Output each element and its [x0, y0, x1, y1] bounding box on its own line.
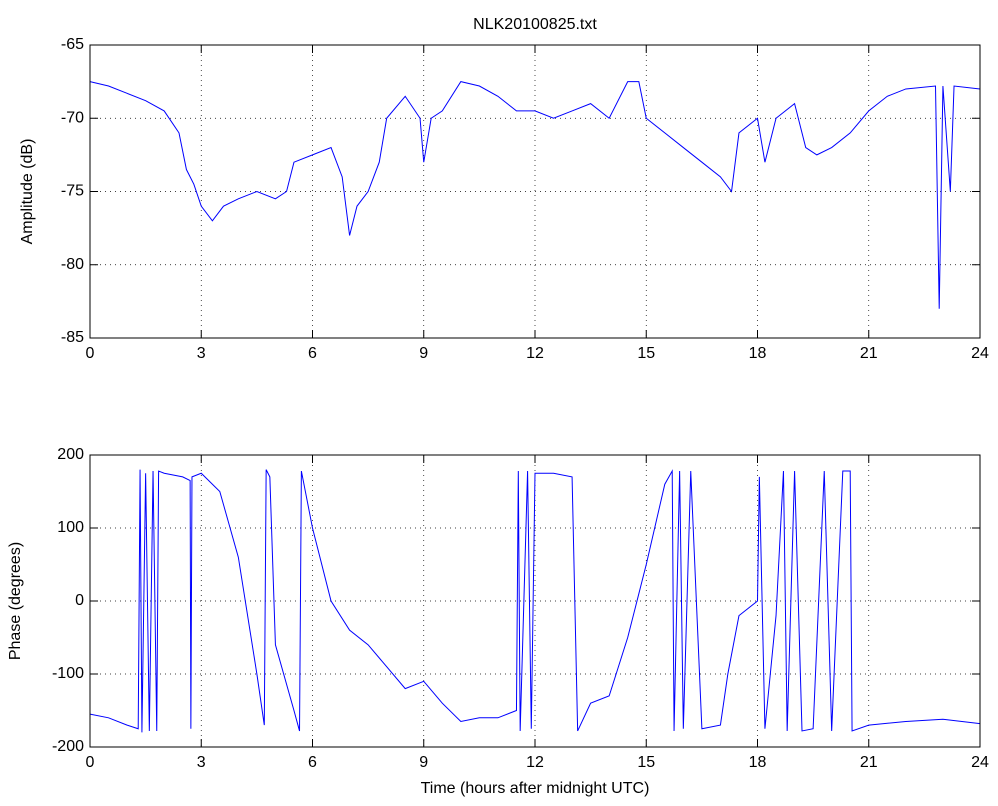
y-tick-label: 100	[57, 519, 84, 536]
data-line	[89, 81, 981, 309]
x-tick-label: 21	[860, 345, 878, 362]
y-tick-label: -80	[61, 256, 84, 273]
data-line	[89, 469, 981, 733]
x-tick-label: 15	[637, 345, 655, 362]
x-tick-label: 9	[419, 754, 428, 771]
x-axis-label: Time (hours after midnight UTC)	[421, 780, 650, 797]
x-tick-label: 18	[749, 345, 767, 362]
chart-title: NLK20100825.txt	[473, 16, 597, 33]
axes-frame	[89, 44, 981, 339]
y-axis-label: Amplitude (dB)	[19, 139, 36, 245]
y-tick-label: -100	[52, 665, 84, 682]
x-tick-label: 6	[308, 345, 317, 362]
y-tick-label: -65	[61, 36, 84, 53]
y-tick-label: -85	[61, 329, 84, 346]
x-tick-label: 12	[526, 345, 544, 362]
y-tick-label: 200	[57, 446, 84, 463]
x-tick-label: 0	[86, 754, 95, 771]
x-tick-label: 24	[971, 754, 989, 771]
y-tick-label: -75	[61, 183, 84, 200]
x-tick-label: 9	[419, 345, 428, 362]
y-tick-label: -200	[52, 738, 84, 755]
y-tick-label: 0	[75, 592, 84, 609]
x-tick-label: 6	[308, 754, 317, 771]
x-tick-label: 15	[637, 754, 655, 771]
x-tick-label: 24	[971, 345, 989, 362]
y-axis-label: Phase (degrees)	[7, 542, 24, 660]
x-tick-label: 12	[526, 754, 544, 771]
x-tick-label: 18	[749, 754, 767, 771]
x-tick-label: 0	[86, 345, 95, 362]
axes-frame	[89, 454, 981, 748]
y-tick-label: -70	[61, 109, 84, 126]
x-tick-label: 3	[197, 345, 206, 362]
x-tick-label: 3	[197, 754, 206, 771]
x-tick-label: 21	[860, 754, 878, 771]
